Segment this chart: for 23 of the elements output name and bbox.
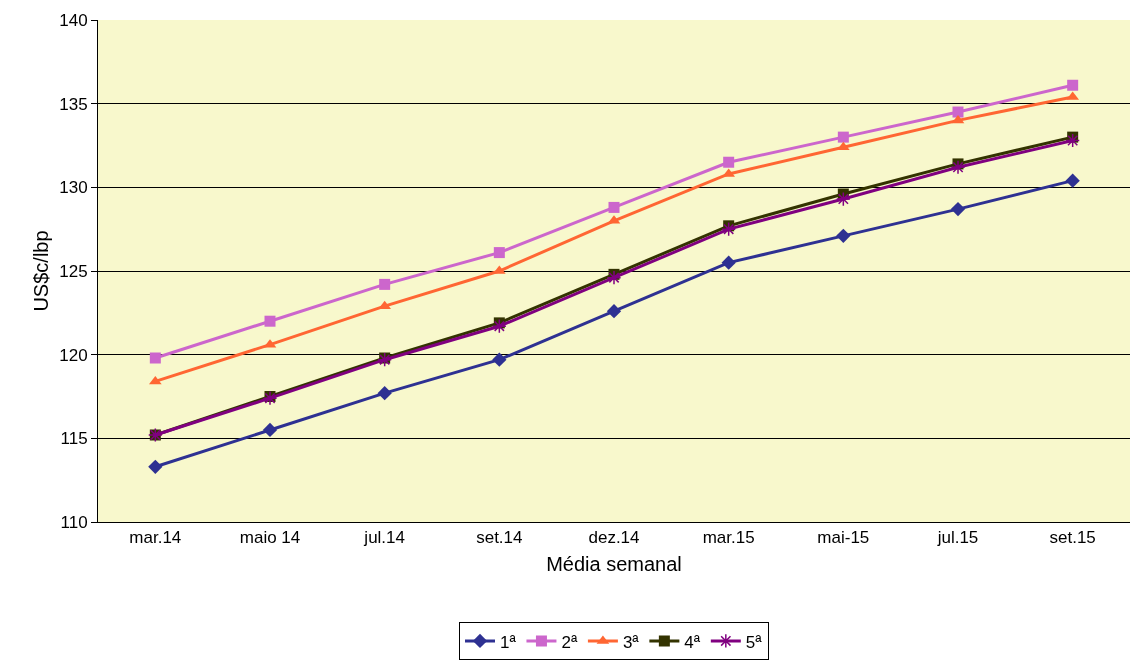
x-tick-label: jul.15 bbox=[936, 528, 979, 548]
legend-label: 5ª bbox=[745, 632, 763, 652]
x-tick-label: mar.14 bbox=[129, 528, 182, 548]
legend-label: 1ª bbox=[500, 632, 517, 652]
legend-label: 2ª bbox=[561, 632, 578, 652]
y-tick-label: 120 bbox=[59, 345, 88, 365]
x-tick-label: set.15 bbox=[1049, 528, 1096, 548]
legend-label: 4ª bbox=[684, 632, 701, 652]
y-tick-label: 130 bbox=[59, 178, 88, 198]
y-tick-label: 140 bbox=[59, 10, 88, 30]
x-tick-label: dez.14 bbox=[588, 528, 640, 548]
x-axis-title: Média semanal bbox=[546, 552, 682, 575]
x-tick-label: jul.14 bbox=[363, 528, 405, 548]
y-tick-label: 135 bbox=[59, 94, 88, 114]
legend-label: 3ª bbox=[622, 632, 640, 652]
x-tick-label: mar.15 bbox=[702, 528, 755, 548]
y-axis-title: US$c/lbp bbox=[30, 230, 52, 312]
x-tick-label: set.14 bbox=[476, 528, 523, 548]
x-tick-label: maio 14 bbox=[239, 528, 301, 548]
x-tick-label: mai-15 bbox=[817, 528, 870, 548]
y-tick-label: 115 bbox=[60, 429, 88, 449]
y-tick-label: 110 bbox=[60, 512, 88, 532]
y-tick-label: 125 bbox=[59, 261, 88, 281]
